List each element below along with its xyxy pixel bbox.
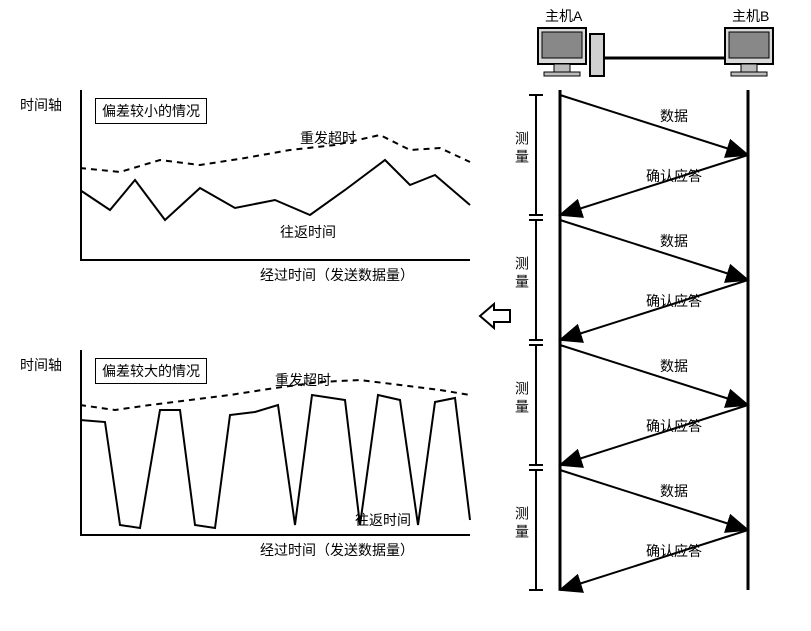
svg-text:数据: 数据	[660, 358, 688, 374]
chart2-ylabel: 时间轴	[20, 355, 62, 375]
svg-text:数据: 数据	[660, 483, 688, 499]
chart2-xlabel: 经过时间（发送数据量）	[260, 540, 414, 560]
chart1-ylabel: 时间轴	[20, 95, 62, 115]
svg-text:确认应答: 确认应答	[646, 293, 702, 309]
svg-text:确认应答: 确认应答	[646, 418, 702, 434]
chart2-svg	[80, 350, 472, 537]
svg-text:确认应答: 确认应答	[646, 168, 702, 184]
chart1-svg	[80, 90, 472, 262]
measure-label: 测量	[512, 381, 532, 417]
measure-label: 测量	[512, 131, 532, 167]
svg-text:确认应答: 确认应答	[646, 543, 702, 559]
big-left-arrow	[478, 302, 512, 330]
diagram-root: 主机A 主机B 数据确认应答数据确认应答数据确认应答数据确认应答 时间轴 偏差较…	[0, 0, 811, 631]
measure-label: 测量	[512, 256, 532, 292]
chart1-xlabel: 经过时间（发送数据量）	[260, 265, 414, 285]
sequence-diagram: 数据确认应答数据确认应答数据确认应答数据确认应答	[500, 0, 810, 600]
svg-text:数据: 数据	[660, 233, 688, 249]
svg-text:数据: 数据	[660, 108, 688, 124]
measure-label: 测量	[512, 506, 532, 542]
